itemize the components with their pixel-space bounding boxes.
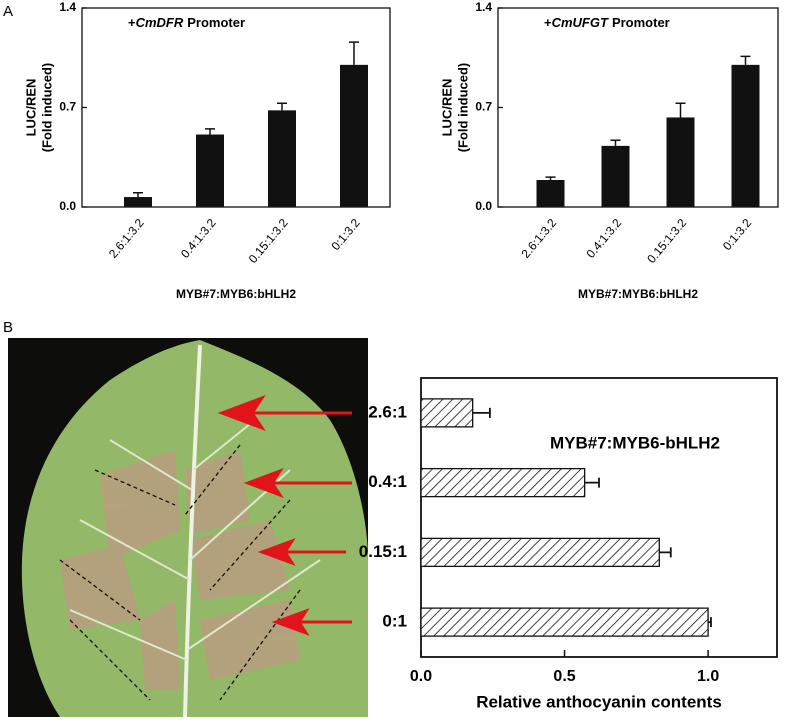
error-bar — [740, 55, 751, 65]
x-tick-label: 0.15:1:3.2 — [246, 216, 291, 266]
y-tick-label: 2.6:1 — [368, 402, 407, 421]
y-tick-label: 1.4 — [59, 0, 76, 14]
error-bar — [675, 102, 686, 118]
bar — [420, 398, 474, 428]
title-part: + — [544, 15, 552, 30]
plot-frame — [420, 377, 778, 658]
annotation: MYB#7:MYB6-bHLH2 — [550, 433, 720, 452]
y-tick-label: 0.15:1 — [359, 542, 407, 561]
title-part: Promoter — [187, 15, 245, 30]
x-axis-label: MYB#7:MYB6:bHLH2 — [578, 287, 698, 301]
bar — [731, 64, 760, 207]
x-tick-label: 1.0 — [697, 668, 719, 685]
error-bar — [545, 176, 556, 180]
error-bar — [205, 128, 215, 135]
x-tick-label: 2.6:1:3.2 — [518, 216, 559, 261]
x-tick-label: 2.6:1:3.2 — [106, 216, 147, 261]
bar — [124, 197, 152, 207]
bar — [601, 145, 630, 207]
y-axis-label: (Fold induced) — [39, 63, 54, 153]
x-tick-label: 0.15:1:3.2 — [644, 216, 689, 266]
x-axis-label: MYB#7:MYB6:bHLH2 — [176, 287, 296, 301]
y-axis-label: (Fold induced) — [455, 63, 470, 153]
title-part: CmDFR — [136, 15, 184, 30]
x-axis-label: Relative anthocyanin contents — [476, 692, 722, 711]
y-axis-label: LUC/REN — [23, 79, 38, 137]
x-tick-label: 0:1:3.2 — [328, 216, 363, 253]
error-bar — [610, 139, 621, 146]
error-bar — [584, 477, 600, 488]
bar — [420, 607, 709, 637]
error-bar — [708, 617, 712, 628]
chart-title: +CmDFR Promoter — [128, 15, 245, 30]
bar — [268, 110, 296, 207]
bar — [196, 134, 224, 207]
x-tick-label: 0.0 — [410, 668, 432, 685]
x-tick-label: 0:1:3.2 — [720, 216, 755, 253]
y-tick-label: 0.7 — [59, 100, 76, 114]
y-tick-label: 0:1 — [382, 612, 407, 631]
panel-label: A — [3, 3, 13, 20]
error-bar — [349, 41, 359, 65]
x-tick-label: 0.4:1:3.2 — [178, 216, 219, 261]
y-tick-label: 1.4 — [475, 0, 492, 14]
y-tick-label: 0.0 — [59, 199, 76, 213]
y-tick-label: 0.4:1 — [368, 472, 407, 491]
bar — [666, 117, 695, 207]
error-bar — [472, 407, 491, 418]
y-tick-label: 0.0 — [475, 199, 492, 213]
leaf-photo — [8, 338, 368, 718]
chart-title: +CmUFGT Promoter — [544, 15, 670, 30]
y-tick-label: 0.7 — [475, 100, 492, 114]
y-axis-label: LUC/REN — [439, 79, 454, 137]
error-bar — [133, 192, 143, 198]
bar — [420, 537, 660, 568]
bar — [536, 179, 565, 207]
bar — [340, 64, 368, 207]
error-bar — [277, 102, 287, 111]
bar — [420, 467, 586, 498]
panel-label: B — [3, 319, 13, 336]
x-tick-label: 0.5 — [553, 668, 575, 685]
title-part: CmUFGT — [552, 15, 609, 30]
x-tick-label: 0.4:1:3.2 — [583, 216, 624, 261]
title-part: Promoter — [612, 15, 670, 30]
title-part: + — [128, 15, 136, 30]
error-bar — [659, 547, 672, 558]
